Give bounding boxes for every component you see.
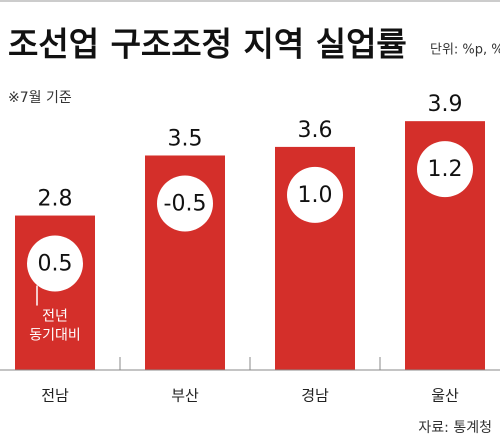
value-label: 3.9 xyxy=(428,92,463,117)
change-circle xyxy=(287,166,343,223)
change-label: 1.0 xyxy=(298,183,333,208)
value-label: 3.6 xyxy=(298,118,333,143)
x-tick-label: 부산 xyxy=(171,387,199,405)
annotation-label: 동기대비 xyxy=(29,328,81,344)
annotation-label: 전년 xyxy=(42,309,68,325)
change-circle xyxy=(27,235,83,292)
change-label: -0.5 xyxy=(164,191,207,216)
chart-title: 조선업 구조조정 지역 실업률 xyxy=(8,25,407,64)
value-label: 3.5 xyxy=(168,126,203,151)
x-tick-label: 전남 xyxy=(41,387,69,405)
source: 자료: 통계청 xyxy=(418,420,492,436)
change-circle xyxy=(157,175,213,232)
unit-label: 단위: %p, % xyxy=(430,43,500,58)
x-tick-label: 경남 xyxy=(301,387,329,405)
value-label: 2.8 xyxy=(38,187,73,212)
change-circle xyxy=(417,141,473,198)
x-tick-label: 울산 xyxy=(431,387,459,405)
change-label: 0.5 xyxy=(38,252,73,277)
note: ※7월 기준 xyxy=(8,90,72,106)
change-label: 1.2 xyxy=(428,157,463,182)
